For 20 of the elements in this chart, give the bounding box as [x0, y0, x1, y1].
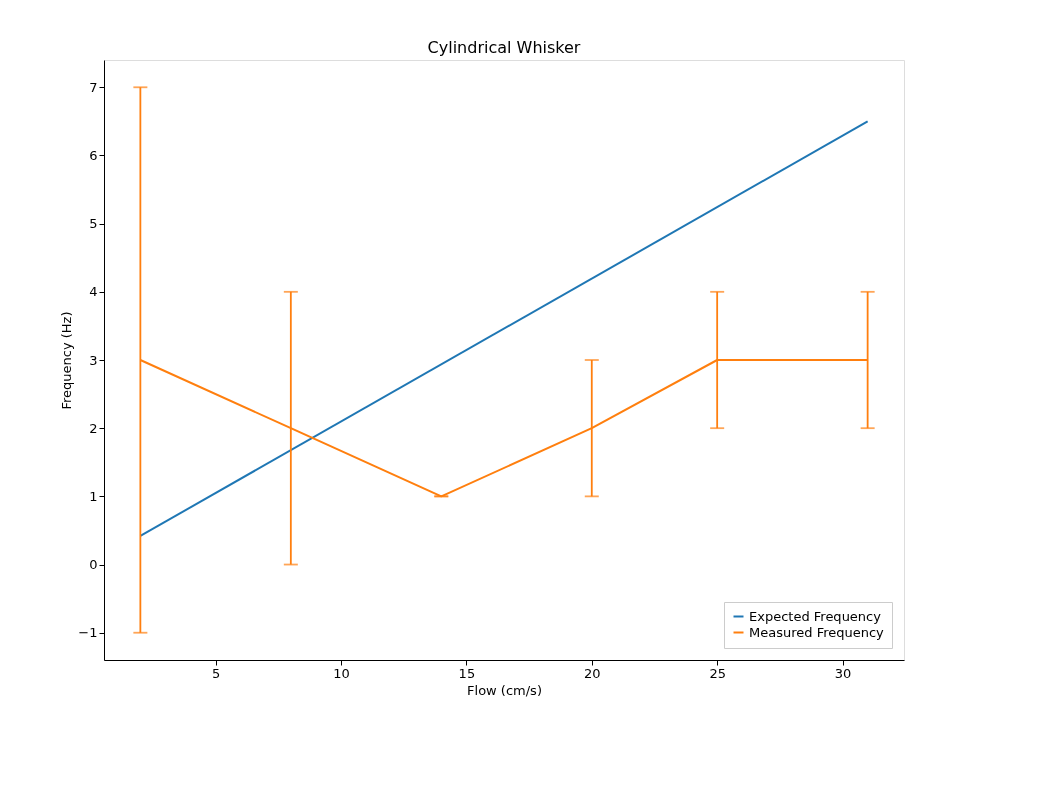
- y-tick-label: 2: [89, 420, 98, 436]
- x-tick-label: 30: [834, 665, 852, 681]
- y-tick-label: 6: [89, 147, 98, 163]
- legend-label: Expected Frequency: [749, 608, 882, 624]
- y-tick-label: −1: [78, 625, 98, 641]
- x-axis-title: Flow (cm/s): [467, 682, 542, 698]
- y-tick-label: 7: [89, 79, 98, 95]
- y-tick-label: 5: [89, 216, 98, 232]
- x-tick-label: 5: [211, 665, 221, 681]
- x-tick-label: 25: [709, 665, 726, 681]
- x-tick-label: 15: [458, 665, 476, 681]
- y-tick-label: 3: [89, 352, 98, 368]
- y-tick-label: 4: [89, 284, 98, 300]
- y-tick-label: 1: [89, 488, 98, 504]
- legend-label: Measured Frequency: [749, 624, 885, 640]
- x-tick-label: 20: [584, 665, 601, 681]
- y-axis-title: Frequency (Hz): [59, 311, 75, 410]
- chart-title: Cylindrical Whisker: [427, 38, 581, 57]
- y-tick-label: 0: [89, 557, 98, 573]
- x-tick-label: 10: [333, 665, 350, 681]
